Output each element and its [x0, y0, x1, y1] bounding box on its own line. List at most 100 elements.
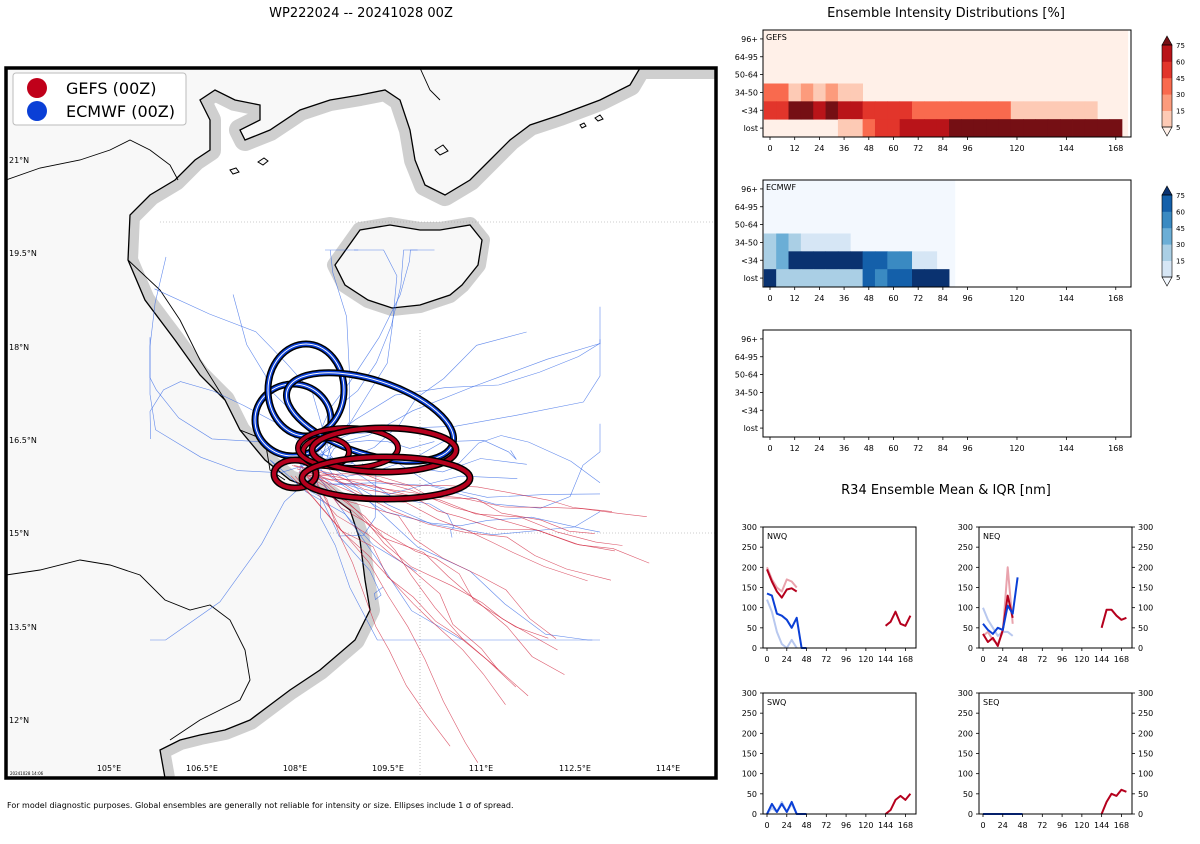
r34-y-tick-label: 150: [742, 584, 757, 593]
hainan-island: [334, 224, 483, 309]
ensemble-track: [306, 468, 529, 697]
r34-series-line: [766, 599, 798, 649]
r34-y-tick-label: 150: [1138, 750, 1153, 759]
colorbar-segment: [1162, 260, 1172, 278]
mainland-land: [6, 68, 716, 778]
r34-x-tick-label: 48: [801, 655, 811, 664]
map-stamp: 20241028 14:06: [10, 771, 44, 776]
footnote: For model diagnostic purposes. Global en…: [7, 801, 514, 810]
heatmap-cell: [887, 101, 901, 120]
heatmap-x-tick-label: 48: [864, 144, 874, 153]
r34-series-line: [1100, 788, 1127, 815]
ensemble-track: [298, 471, 498, 670]
r34-series-line: [884, 610, 912, 627]
map-frame: [4, 66, 718, 780]
r34-y-tick-label: 100: [958, 770, 973, 779]
heatmap-cell: [825, 251, 839, 270]
heatmap-cell: [850, 83, 864, 102]
ensemble-track: [316, 306, 601, 459]
ensemble-track: [303, 473, 595, 534]
heatmap-x-tick-label: 0: [767, 294, 772, 303]
heatmap-x-tick-label: 84: [938, 144, 948, 153]
heatmap-x-tick-label: 48: [864, 294, 874, 303]
heatmap-x-tick-label: 72: [913, 294, 923, 303]
r34-x-tick-label: 48: [1017, 821, 1027, 830]
r34-series-line: [1100, 608, 1127, 629]
lon-label: 111°E: [469, 764, 493, 773]
ensemble-track: [294, 475, 517, 688]
heatmap-y-tick-label: lost: [744, 274, 758, 283]
ensemble-track: [302, 473, 588, 582]
colorbar-tick-label: 5: [1176, 124, 1180, 132]
ensemble-track: [150, 458, 322, 641]
heatmap-cell: [813, 269, 826, 288]
heatmap-x-tick-label: 0: [767, 144, 772, 153]
colorbar-segment: [1162, 94, 1172, 111]
heatmap-cell: [912, 251, 925, 270]
ensemble-track: [299, 471, 557, 639]
heatmap-cell: [874, 251, 888, 270]
lat-label: 16.5°N: [9, 436, 37, 445]
gefs-ellipse-0h: [272, 458, 318, 490]
gefs-ellipses: [270, 424, 474, 503]
heatmap-cell: [763, 83, 777, 102]
heatmap-cell: [813, 233, 826, 252]
colorbar-segment: [1162, 77, 1172, 95]
lat-labels: 21°N 19.5°N 18°N 16.5°N 15°N 13.5°N 12°N: [9, 156, 37, 725]
gefs-ellipse-36h: [310, 426, 458, 474]
r34-x-tick-label: 24: [782, 655, 792, 664]
r34-x-tick-label: 168: [1114, 655, 1129, 664]
lat-label: 13.5°N: [9, 623, 37, 632]
heatmap-x-tick-label: 12: [790, 444, 800, 453]
r34-series-line: [766, 592, 807, 649]
lon-label: 105°E: [97, 764, 121, 773]
r34-y-tick-label: 100: [742, 604, 757, 613]
colorbar-segment: [1162, 211, 1172, 229]
r34-title: R34 Ensemble Mean & IQR [nm]: [841, 483, 1051, 498]
heatmap-cell: [912, 269, 925, 288]
heatmap-x-tick-label: 84: [938, 444, 948, 453]
ensemble-track: [290, 475, 506, 705]
r34-x-tick-label: 120: [858, 821, 873, 830]
lat-label: 21°N: [9, 156, 29, 165]
heatmap-y-tick-label: 34-50: [735, 238, 758, 247]
legend-box: [12, 72, 187, 126]
heatmap-cell: [973, 101, 987, 120]
r34-frame: [762, 526, 917, 649]
heatmap-x-tick-label: 0: [767, 444, 772, 453]
heatmap-cell: [1010, 119, 1024, 138]
heatmap-cell: [1097, 119, 1110, 138]
r34-y-tick-label: 300: [742, 689, 757, 698]
r34-y-tick-label: 0: [1138, 644, 1143, 653]
heatmap-cell: [1084, 119, 1098, 138]
heatmap-x-tick-label: 96: [962, 444, 972, 453]
ensemble-track: [307, 473, 647, 517]
r34-x-tick-label: 48: [801, 821, 811, 830]
heatmap-cell: [862, 119, 876, 138]
heatmap-cell: [899, 251, 913, 270]
ensemble-tracks: [149, 249, 650, 763]
heatmap-cell: [1035, 101, 1049, 120]
ensemble-track: [303, 473, 615, 552]
ensemble-track: [291, 465, 612, 581]
heatmap-frame: [762, 329, 1132, 438]
heatmap-y-tick-label: 50-64: [735, 71, 758, 80]
r34-y-tick-label: 150: [958, 584, 973, 593]
r34-panel-label: SWQ: [767, 698, 786, 707]
legend-ecmwf-label: ECMWF (00Z): [66, 102, 175, 121]
heatmap-y-tick-label: 34-50: [735, 88, 758, 97]
heatmap-cell: [850, 269, 864, 288]
heatmap-x-tick-label: 84: [938, 294, 948, 303]
heatmap-cell: [1035, 119, 1049, 138]
lon-label: 108°E: [283, 764, 307, 773]
r34-x-tick-label: 144: [1094, 821, 1109, 830]
lon-label: 106.5°E: [186, 764, 218, 773]
heatmap-x-tick-label: 12: [790, 144, 800, 153]
heatmap-cell: [912, 101, 925, 120]
heatmap-x-tick-label: 60: [888, 444, 898, 453]
lon-label: 112.5°E: [559, 764, 591, 773]
r34-x-tick-label: 96: [1057, 821, 1067, 830]
r34-x-tick-label: 0: [764, 655, 769, 664]
colorbar-tick-label: 15: [1176, 258, 1185, 266]
heatmap-cell: [837, 251, 851, 270]
